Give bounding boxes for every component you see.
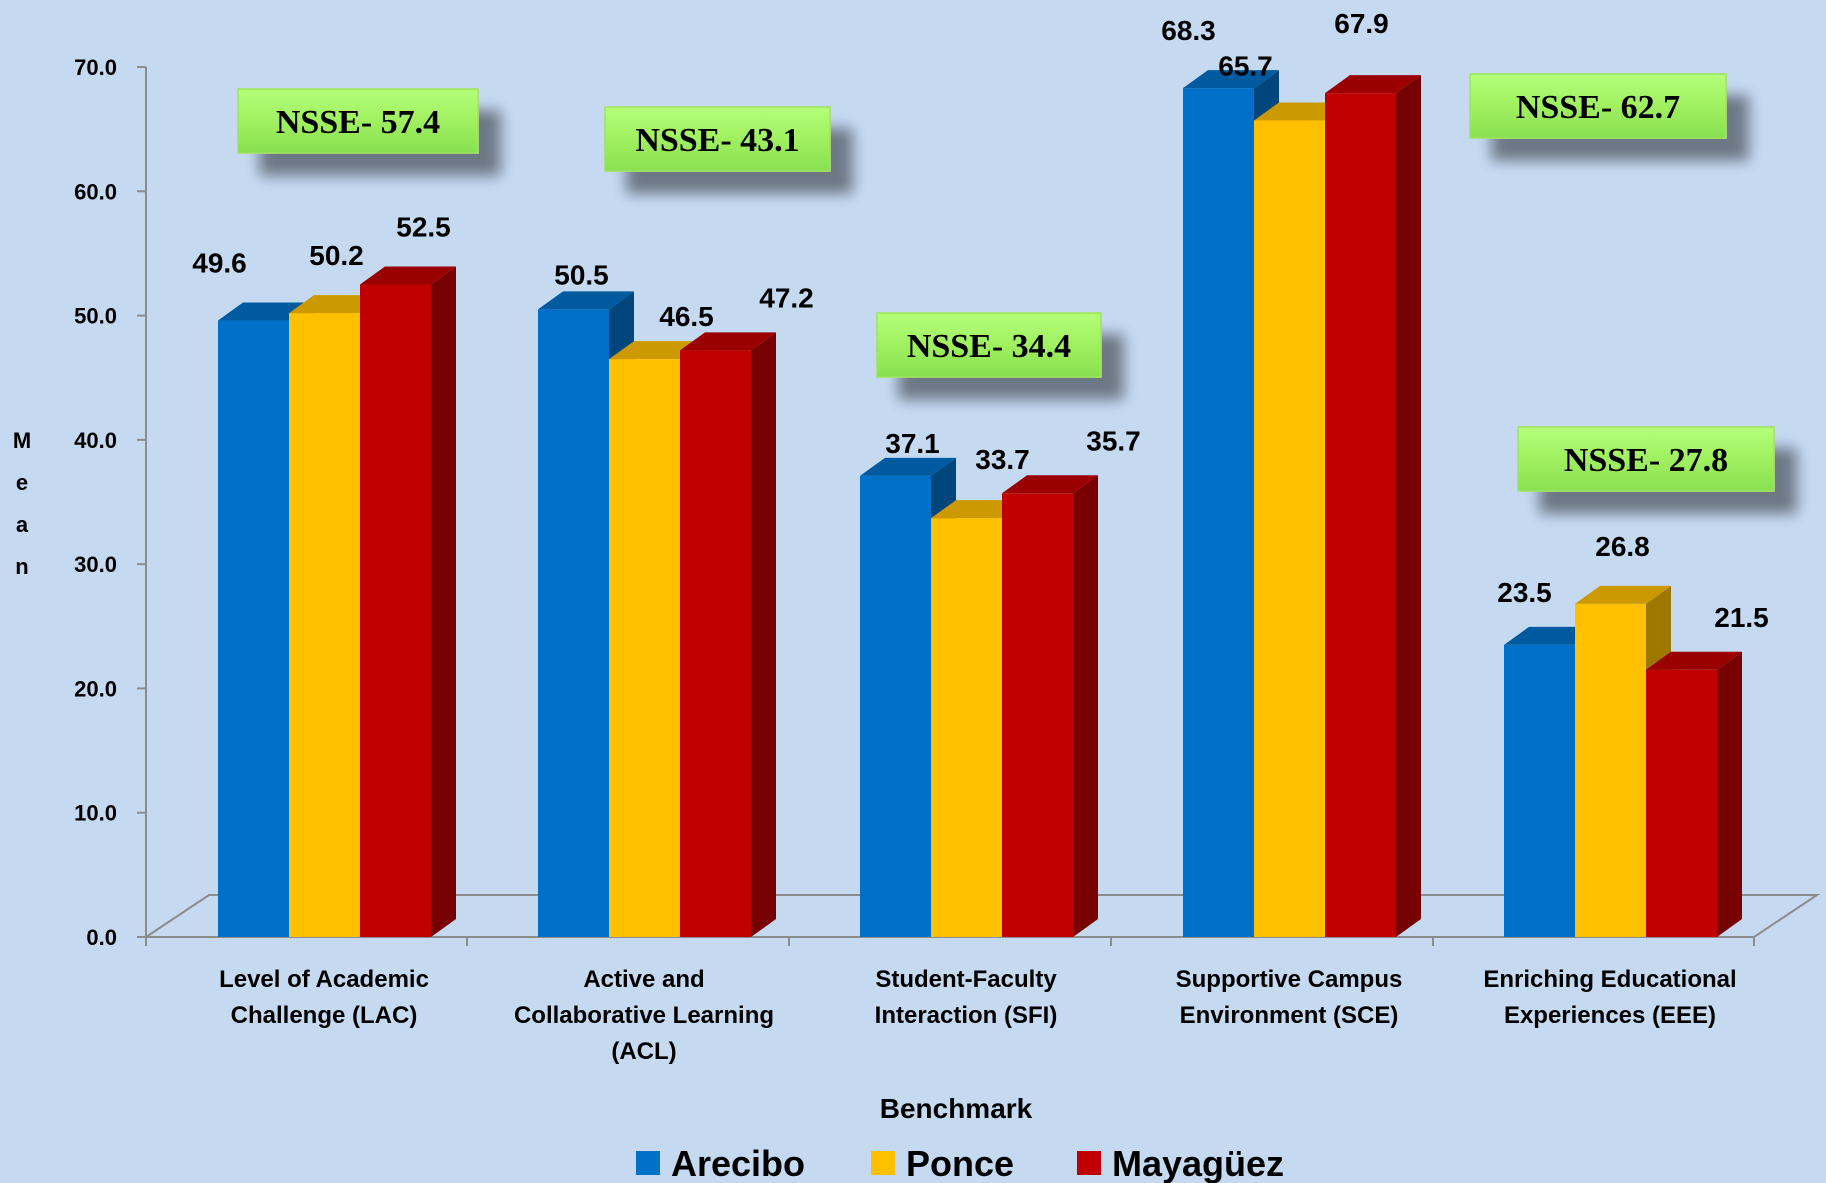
bar-front [1575, 603, 1646, 937]
data-label: 47.2 [759, 282, 814, 313]
y-tick-label: 70.0 [74, 55, 117, 80]
bar-front [218, 320, 289, 937]
y-tick-label: 60.0 [74, 179, 117, 204]
category-label: Active and [583, 966, 704, 993]
legend-item: Mayagüez [1077, 1143, 1284, 1183]
y-axis-title-letter: n [15, 554, 28, 579]
y-tick-label: 10.0 [74, 801, 117, 826]
nsse-label: NSSE- 34.4 [907, 328, 1071, 365]
y-tick-label: 0.0 [86, 925, 117, 950]
legend-swatch [1077, 1151, 1101, 1175]
nsse-box [1469, 73, 1727, 139]
bar-top [1646, 651, 1742, 670]
nsse-box [237, 88, 479, 154]
bar-top [1183, 70, 1279, 89]
data-label: 68.3 [1161, 15, 1216, 46]
legend-item: Arecibo [636, 1143, 805, 1183]
category-label: Interaction (SFI) [875, 1002, 1058, 1029]
bar-front [1254, 120, 1325, 937]
category-label: (ACL) [611, 1038, 676, 1065]
data-label: 67.9 [1334, 8, 1389, 39]
category-label: Student-Faculty [875, 966, 1057, 993]
y-tick-label: 40.0 [74, 428, 117, 453]
bar-front [680, 350, 751, 937]
bar-side [751, 332, 776, 937]
bar-front [609, 359, 680, 938]
x-axis-title: Benchmark [880, 1093, 1033, 1124]
bar [1646, 651, 1742, 937]
bar-top [538, 291, 634, 310]
nsse-box [876, 312, 1102, 378]
legend-item: Ponce [871, 1143, 1014, 1183]
bar-top [1325, 75, 1421, 94]
nsse-annotation: NSSE- 43.1 [604, 106, 831, 172]
nsse-label: NSSE- 57.4 [276, 104, 440, 141]
bar-front [931, 518, 1002, 937]
data-label: 49.6 [192, 248, 247, 279]
bar [1325, 75, 1421, 938]
legend-label: Arecibo [671, 1143, 805, 1183]
category-label: Level of Academic [219, 966, 429, 993]
nsse-label: NSSE- 62.7 [1516, 89, 1680, 126]
data-label: 23.5 [1497, 577, 1552, 608]
bar-side [1717, 651, 1742, 937]
data-label: 35.7 [1086, 425, 1141, 456]
bar-top [680, 332, 776, 351]
nsse-label: NSSE- 43.1 [635, 122, 799, 159]
bar-front [1504, 644, 1575, 937]
y-axis-title-letter: e [16, 470, 28, 495]
data-label: 33.7 [975, 444, 1030, 475]
y-axis-title-letter: a [16, 512, 29, 537]
bar-front [360, 284, 431, 937]
bar-top [1002, 475, 1098, 494]
data-label: 46.5 [659, 301, 714, 332]
category-label: Supportive Campus [1176, 966, 1403, 993]
y-axis-title-letter: M [13, 428, 31, 453]
category-label: Environment (SCE) [1180, 1002, 1399, 1029]
legend-swatch [871, 1151, 895, 1175]
nsse-annotation: NSSE- 27.8 [1517, 426, 1775, 492]
bar-front [1325, 93, 1396, 938]
y-tick-label: 50.0 [74, 304, 117, 329]
bar-front [1002, 493, 1073, 937]
nsse-annotation: NSSE- 62.7 [1469, 73, 1727, 139]
nsse-box [1517, 426, 1775, 492]
data-label: 26.8 [1595, 531, 1650, 562]
category-label: Collaborative Learning [514, 1002, 774, 1029]
legend-label: Mayagüez [1112, 1143, 1284, 1183]
bar-front [289, 313, 360, 938]
y-tick-label: 20.0 [74, 676, 117, 701]
category-label: Experiences (EEE) [1504, 1002, 1716, 1029]
bar [360, 266, 456, 937]
category-label: Challenge (LAC) [231, 1002, 418, 1029]
data-label: 50.2 [309, 240, 364, 271]
category-label: Enriching Educational [1483, 966, 1736, 993]
data-label: 52.5 [396, 212, 451, 243]
bar-top [1575, 585, 1671, 604]
nsse-annotation: NSSE- 34.4 [876, 312, 1102, 378]
bar-front [860, 475, 931, 937]
y-tick-label: 30.0 [74, 552, 117, 577]
legend-swatch [636, 1151, 660, 1175]
bar-side [431, 266, 456, 937]
bar-front [538, 309, 609, 937]
data-label: 21.5 [1714, 602, 1769, 633]
nsse-label: NSSE- 27.8 [1564, 442, 1728, 479]
nsse-annotation: NSSE- 57.4 [237, 88, 479, 154]
bar-front [1183, 88, 1254, 938]
bar [680, 332, 776, 937]
bar-side [1073, 475, 1098, 937]
nsse-box [604, 106, 831, 172]
bar [1002, 475, 1098, 937]
data-label: 37.1 [885, 428, 940, 459]
bar-top [860, 457, 956, 476]
legend-label: Ponce [906, 1143, 1014, 1183]
bar-side [1396, 75, 1421, 938]
bar-front [1646, 669, 1717, 937]
bar-top [360, 266, 456, 285]
data-label: 50.5 [554, 259, 609, 290]
data-label: 65.7 [1218, 50, 1273, 81]
